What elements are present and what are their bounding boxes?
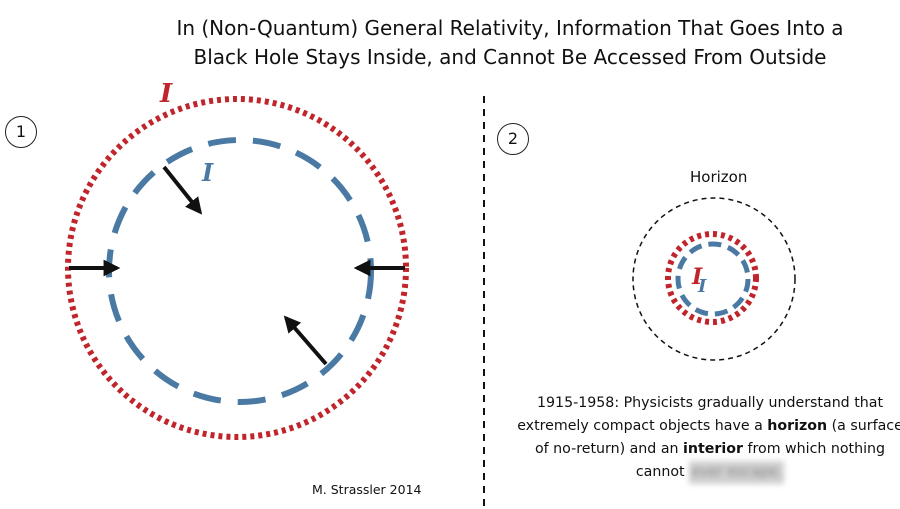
caption-redacted-text: ever escape. xyxy=(689,461,785,484)
title-line-1: In (Non-Quantum) General Relativity, Inf… xyxy=(176,16,844,40)
caption-text-1: 1915-1958: Physicists gradually understa… xyxy=(517,395,884,434)
panel-1-number: 1 xyxy=(5,116,37,148)
caption-text-2: (a surface of no-return) and an xyxy=(534,418,900,457)
author-credit: M. Strassler 2014 xyxy=(312,482,422,497)
caption-text-3: from which nothing cannot xyxy=(635,441,886,480)
arrow-inward-top-left xyxy=(162,165,203,215)
diagram-title: In (Non-Quantum) General Relativity, Inf… xyxy=(130,14,890,72)
horizon-label: Horizon xyxy=(690,168,748,186)
caption: 1915-1958: Physicists gradually understa… xyxy=(510,392,900,484)
caption-horizon-term: horizon xyxy=(767,418,828,434)
info-label-blue-1: I xyxy=(201,158,214,187)
outer-red-surface-1 xyxy=(65,96,409,440)
inner-blue-surface-1 xyxy=(106,137,374,405)
title-line-2: Black Hole Stays Inside, and Cannot Be A… xyxy=(193,45,827,69)
info-label-red-2: I xyxy=(691,264,703,290)
caption-interior-term: interior xyxy=(683,441,743,457)
outer-red-surface-2 xyxy=(665,231,759,325)
panel-2-number: 2 xyxy=(497,123,529,155)
arrow-inward-bottom-right xyxy=(283,315,328,366)
info-label-blue-2: I xyxy=(697,276,707,297)
inner-blue-surface-2 xyxy=(675,241,751,317)
horizon-circle xyxy=(632,197,796,361)
info-label-red-1: I xyxy=(159,79,173,109)
